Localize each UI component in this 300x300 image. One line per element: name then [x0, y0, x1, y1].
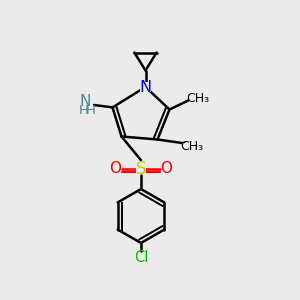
Text: CH₃: CH₃	[186, 92, 210, 105]
FancyBboxPatch shape	[135, 253, 147, 262]
FancyBboxPatch shape	[80, 97, 91, 106]
FancyBboxPatch shape	[111, 164, 120, 173]
Text: O: O	[110, 161, 122, 176]
Text: O: O	[160, 161, 172, 176]
Text: N: N	[80, 94, 91, 109]
Text: CH₃: CH₃	[180, 140, 203, 154]
Text: H: H	[79, 104, 88, 117]
FancyBboxPatch shape	[182, 142, 201, 152]
Text: N: N	[140, 80, 152, 94]
Text: H: H	[86, 104, 96, 117]
Text: Cl: Cl	[134, 250, 148, 265]
FancyBboxPatch shape	[136, 164, 146, 174]
FancyBboxPatch shape	[162, 164, 171, 173]
FancyBboxPatch shape	[78, 105, 93, 114]
FancyBboxPatch shape	[140, 82, 151, 92]
FancyBboxPatch shape	[189, 94, 207, 103]
Text: S: S	[136, 160, 146, 178]
